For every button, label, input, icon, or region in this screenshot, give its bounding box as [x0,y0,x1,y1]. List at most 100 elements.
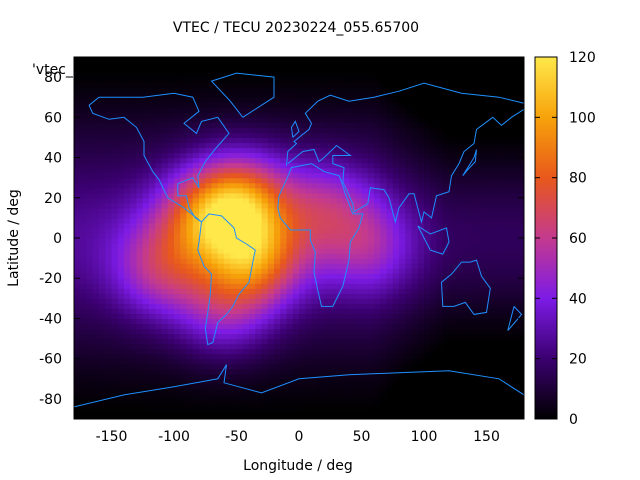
heatmap-cell [305,393,313,400]
heatmap-cell [130,298,138,304]
heatmap-cell [249,303,256,309]
heatmap-cell [205,348,213,355]
heatmap-cell [430,177,438,184]
heatmap-cell [317,288,325,294]
heatmap-cell [217,318,225,325]
heatmap-cell [305,293,313,299]
heatmap-cell [86,212,94,219]
heatmap-cell [267,338,275,345]
heatmap-cell [286,368,294,375]
heatmap-cell [74,217,81,224]
heatmap-cell [436,212,444,219]
heatmap-cell [392,383,400,390]
heatmap-cell [367,273,375,279]
heatmap-cell [161,343,169,350]
heatmap-cell [74,102,81,108]
heatmap-cell [330,333,338,340]
heatmap-cell [342,222,350,229]
heatmap-cell [224,253,231,259]
heatmap-cell [436,147,444,154]
heatmap-cell [74,147,81,154]
heatmap-cell [336,107,344,113]
heatmap-cell [455,273,463,279]
heatmap-cell [155,358,163,365]
heatmap-cell [317,62,325,68]
heatmap-cell [186,243,194,249]
heatmap-cell [380,398,388,405]
heatmap-cell [199,92,206,98]
heatmap-cell [124,202,131,209]
heatmap-cell [355,77,363,83]
heatmap-cell [442,308,450,315]
heatmap-cell [86,207,94,214]
heatmap-cell [199,278,206,284]
heatmap-cell [492,217,500,224]
heatmap-cell [161,238,169,244]
heatmap-cell [205,283,213,289]
heatmap-cell [149,328,156,335]
heatmap-cell [149,122,156,128]
heatmap-cell [211,117,219,123]
heatmap-cell [180,248,188,254]
heatmap-cell [149,373,156,380]
heatmap-cell [330,308,338,315]
heatmap-cell [499,343,506,350]
heatmap-cell [424,253,431,259]
heatmap-cell [342,232,350,239]
heatmap-cell [461,308,469,315]
heatmap-cell [430,323,438,330]
heatmap-cell [405,152,413,159]
heatmap-cell [499,167,506,174]
heatmap-cell [74,167,81,174]
heatmap-cell [436,172,444,179]
heatmap-cell [449,132,456,139]
heatmap-cell [424,172,431,179]
heatmap-cell [449,217,456,224]
heatmap-cell [274,258,281,264]
heatmap-cell [255,222,263,229]
heatmap-cell [374,67,381,73]
heatmap-cell [474,57,481,63]
heatmap-cell [205,313,213,320]
heatmap-cell [274,343,281,350]
heatmap-cell [392,413,400,419]
heatmap-cell [192,243,200,249]
heatmap-cell [224,192,231,199]
heatmap-cell [255,283,263,289]
heatmap-cell [161,248,169,254]
heatmap-cell [455,132,463,139]
heatmap-cell [424,408,431,415]
heatmap-cell [355,283,363,289]
heatmap-cell [492,363,500,370]
heatmap-cell [486,278,494,284]
heatmap-cell [174,283,181,289]
heatmap-cell [267,137,275,144]
heatmap-cell [305,72,313,78]
heatmap-cell [274,192,281,199]
heatmap-cell [442,268,450,274]
heatmap-cell [180,112,188,118]
heatmap-cell [280,268,288,274]
heatmap-cell [330,378,338,385]
heatmap-cell [292,112,300,118]
heatmap-cell [80,232,88,239]
heatmap-cell [92,413,100,419]
heatmap-cell [286,353,294,360]
heatmap-cell [99,182,106,189]
heatmap-cell [386,363,394,370]
heatmap-cell [111,102,119,108]
heatmap-cell [424,82,431,88]
heatmap-cell [474,187,481,194]
heatmap-cell [486,393,494,400]
heatmap-cell [161,283,169,289]
heatmap-cell [399,268,406,274]
heatmap-cell [399,283,406,289]
heatmap-cell [361,383,369,390]
heatmap-cell [211,358,219,365]
heatmap-cell [430,338,438,345]
heatmap-cell [230,167,238,174]
heatmap-cell [167,102,175,108]
heatmap-cell [311,197,319,204]
heatmap-cell [455,117,463,123]
heatmap-cell [367,343,375,350]
